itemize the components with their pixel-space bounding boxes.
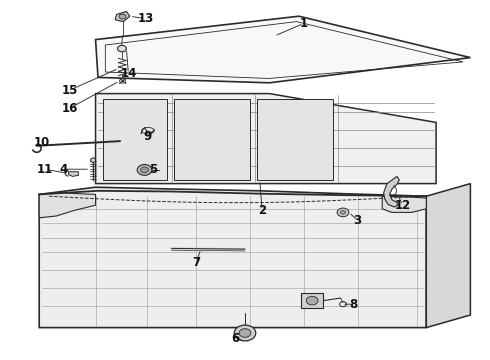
Text: 6: 6: [231, 332, 239, 345]
Text: 15: 15: [62, 84, 78, 96]
Circle shape: [239, 329, 251, 337]
Polygon shape: [69, 172, 78, 176]
Polygon shape: [91, 158, 96, 163]
Text: 13: 13: [137, 12, 154, 25]
Text: 5: 5: [149, 163, 157, 176]
Text: 10: 10: [33, 136, 50, 149]
Polygon shape: [39, 193, 96, 218]
Text: 11: 11: [37, 163, 53, 176]
Circle shape: [141, 167, 148, 173]
Circle shape: [234, 325, 256, 341]
Text: 1: 1: [300, 17, 308, 30]
Polygon shape: [96, 94, 436, 184]
Text: 3: 3: [354, 214, 362, 227]
Circle shape: [137, 165, 152, 175]
Text: 7: 7: [192, 256, 200, 269]
Polygon shape: [39, 187, 426, 328]
Text: 9: 9: [143, 130, 151, 143]
Circle shape: [306, 296, 318, 305]
Polygon shape: [384, 176, 399, 207]
Text: 2: 2: [258, 204, 266, 217]
Polygon shape: [115, 12, 130, 22]
Polygon shape: [257, 99, 333, 180]
Polygon shape: [426, 184, 470, 328]
Text: 12: 12: [394, 199, 411, 212]
Polygon shape: [301, 293, 323, 308]
Polygon shape: [382, 196, 426, 212]
Text: 16: 16: [62, 102, 78, 114]
Text: 4: 4: [60, 163, 68, 176]
Polygon shape: [96, 16, 470, 83]
Text: 14: 14: [120, 67, 137, 80]
Circle shape: [341, 211, 345, 214]
Circle shape: [119, 14, 126, 19]
Polygon shape: [103, 99, 167, 180]
Circle shape: [118, 45, 126, 52]
Circle shape: [337, 208, 349, 217]
Text: 8: 8: [350, 298, 358, 311]
Polygon shape: [174, 99, 250, 180]
